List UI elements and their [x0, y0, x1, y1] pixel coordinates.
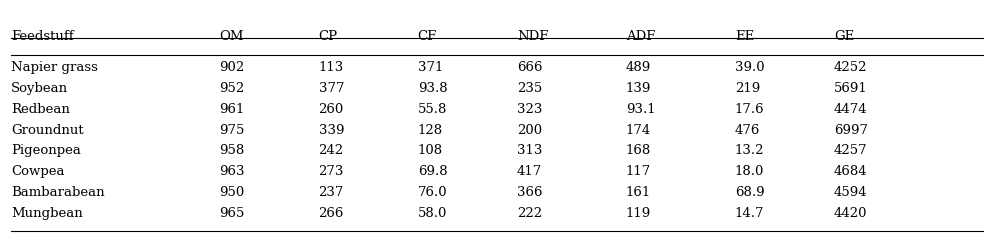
- Text: 371: 371: [417, 61, 443, 74]
- Text: 5691: 5691: [834, 82, 868, 95]
- Text: 18.0: 18.0: [735, 165, 764, 178]
- Text: 958: 958: [220, 144, 245, 157]
- Text: 266: 266: [319, 207, 344, 220]
- Text: 139: 139: [626, 82, 651, 95]
- Text: EE: EE: [735, 30, 754, 43]
- Text: 108: 108: [417, 144, 443, 157]
- Text: Bambarabean: Bambarabean: [11, 186, 105, 199]
- Text: GE: GE: [834, 30, 854, 43]
- Text: 58.0: 58.0: [417, 207, 447, 220]
- Text: 119: 119: [626, 207, 651, 220]
- Text: 950: 950: [220, 186, 245, 199]
- Text: 68.9: 68.9: [735, 186, 764, 199]
- Text: Groundnut: Groundnut: [11, 124, 83, 137]
- Text: 14.7: 14.7: [735, 207, 764, 220]
- Text: 961: 961: [220, 103, 245, 116]
- Text: 200: 200: [517, 124, 542, 137]
- Text: 168: 168: [626, 144, 651, 157]
- Text: 366: 366: [517, 186, 543, 199]
- Text: 4420: 4420: [834, 207, 868, 220]
- Text: ADF: ADF: [626, 30, 655, 43]
- Text: NDF: NDF: [517, 30, 549, 43]
- Text: 6997: 6997: [834, 124, 868, 137]
- Text: Feedstuff: Feedstuff: [11, 30, 74, 43]
- Text: 902: 902: [220, 61, 245, 74]
- Text: 963: 963: [220, 165, 245, 178]
- Text: Mungbean: Mungbean: [11, 207, 83, 220]
- Text: 313: 313: [517, 144, 542, 157]
- Text: CP: CP: [319, 30, 338, 43]
- Text: Napier grass: Napier grass: [11, 61, 98, 74]
- Text: 128: 128: [417, 124, 443, 137]
- Text: 76.0: 76.0: [417, 186, 447, 199]
- Text: 666: 666: [517, 61, 543, 74]
- Text: 219: 219: [735, 82, 760, 95]
- Text: 117: 117: [626, 165, 651, 178]
- Text: 39.0: 39.0: [735, 61, 764, 74]
- Text: Pigeonpea: Pigeonpea: [11, 144, 82, 157]
- Text: 4257: 4257: [834, 144, 868, 157]
- Text: CF: CF: [417, 30, 437, 43]
- Text: 260: 260: [319, 103, 344, 116]
- Text: 93.8: 93.8: [417, 82, 447, 95]
- Text: 174: 174: [626, 124, 651, 137]
- Text: Soybean: Soybean: [11, 82, 69, 95]
- Text: Redbean: Redbean: [11, 103, 71, 116]
- Text: 235: 235: [517, 82, 542, 95]
- Text: 17.6: 17.6: [735, 103, 764, 116]
- Text: 323: 323: [517, 103, 542, 116]
- Text: 4252: 4252: [834, 61, 868, 74]
- Text: 4684: 4684: [834, 165, 868, 178]
- Text: 965: 965: [220, 207, 245, 220]
- Text: 377: 377: [319, 82, 344, 95]
- Text: 55.8: 55.8: [417, 103, 447, 116]
- Text: 952: 952: [220, 82, 245, 95]
- Text: 69.8: 69.8: [417, 165, 447, 178]
- Text: 273: 273: [319, 165, 344, 178]
- Text: 339: 339: [319, 124, 344, 137]
- Text: 113: 113: [319, 61, 344, 74]
- Text: 476: 476: [735, 124, 760, 137]
- Text: 4594: 4594: [834, 186, 868, 199]
- Text: 417: 417: [517, 165, 542, 178]
- Text: 489: 489: [626, 61, 651, 74]
- Text: Cowpea: Cowpea: [11, 165, 65, 178]
- Text: OM: OM: [220, 30, 244, 43]
- Text: 237: 237: [319, 186, 344, 199]
- Text: 242: 242: [319, 144, 344, 157]
- Text: 13.2: 13.2: [735, 144, 764, 157]
- Text: 93.1: 93.1: [626, 103, 655, 116]
- Text: 222: 222: [517, 207, 542, 220]
- Text: 4474: 4474: [834, 103, 868, 116]
- Text: 975: 975: [220, 124, 245, 137]
- Text: 161: 161: [626, 186, 651, 199]
